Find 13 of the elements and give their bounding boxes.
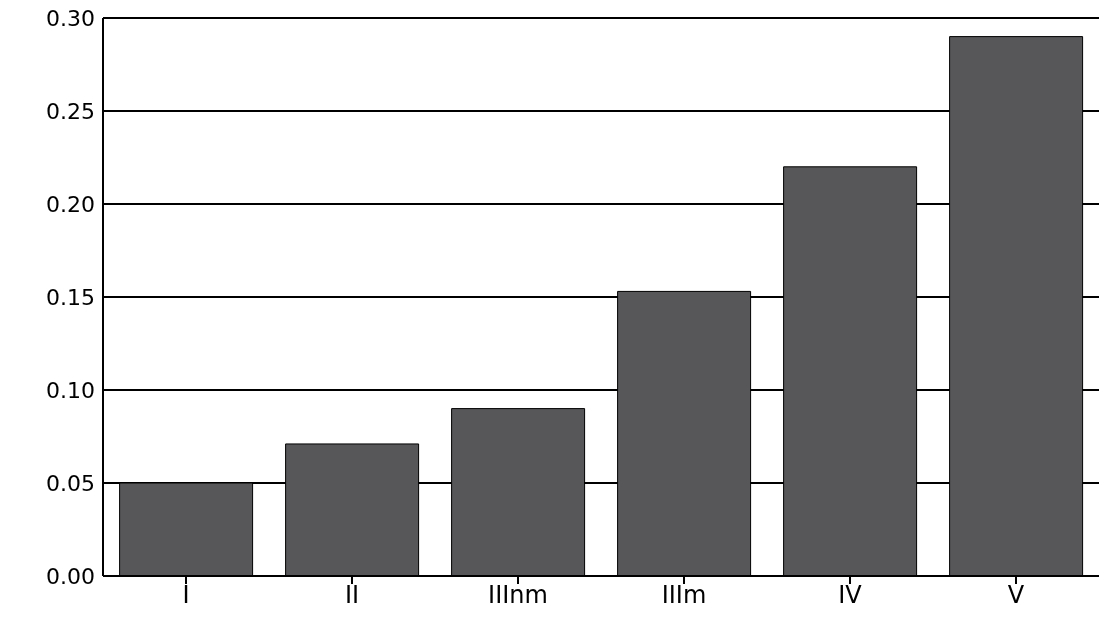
y-tick-label: 0.20 bbox=[46, 191, 95, 217]
x-tick-label: IV bbox=[838, 581, 863, 610]
y-tick-label: 0.10 bbox=[46, 377, 95, 403]
y-tick-label: 0.15 bbox=[46, 284, 95, 310]
x-tick-label: IIIm bbox=[661, 581, 707, 610]
y-tick-label: 0.30 bbox=[46, 5, 95, 31]
x-tick-label: I bbox=[182, 581, 190, 610]
y-tick-label: 0.00 bbox=[46, 563, 95, 589]
x-tick-label: II bbox=[344, 581, 360, 610]
y-tick-label: 0.05 bbox=[46, 470, 95, 496]
x-tick-label: IIInm bbox=[488, 581, 548, 610]
x-tick-label: V bbox=[1007, 581, 1025, 610]
y-tick-label: 0.25 bbox=[46, 98, 95, 124]
